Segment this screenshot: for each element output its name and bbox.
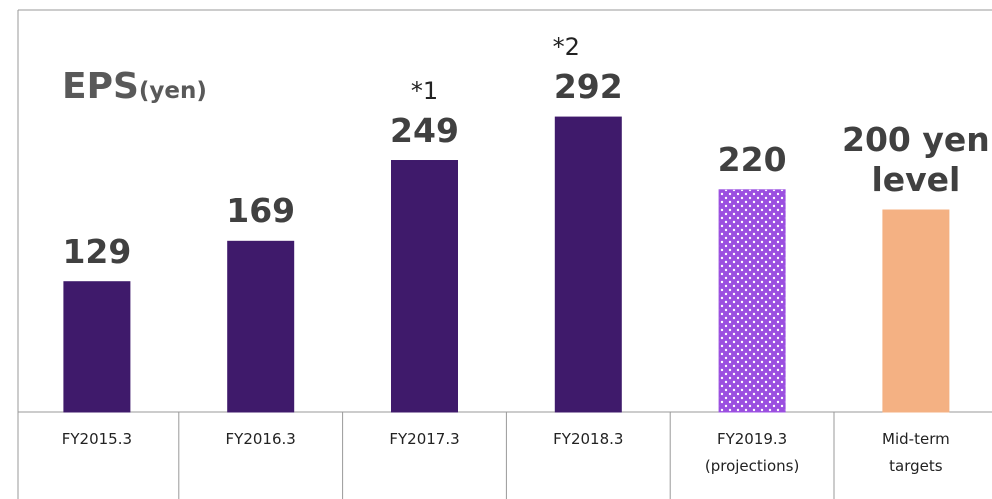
x-tick-label: FY2015.3 (61, 430, 133, 448)
value-label: 169 (226, 191, 296, 231)
bar (882, 209, 950, 413)
x-tick-label: FY2017.3 (389, 430, 460, 448)
value-label: 249 (390, 110, 459, 150)
value-label: 292 (553, 67, 623, 107)
annotation: *1 (410, 76, 439, 105)
bar (63, 281, 131, 413)
title-main: EPS (62, 66, 139, 107)
x-tick-label: FY2018.3 (553, 430, 624, 448)
bar (391, 160, 458, 413)
value-label: 220 (717, 139, 787, 179)
bar (554, 116, 622, 413)
annotation: *2 (552, 33, 580, 62)
bar-pattern (719, 189, 786, 412)
x-tick-label: FY2019.3 (projections) (704, 430, 800, 475)
x-tick-label: Mid-term targets (882, 430, 950, 475)
x-tick-label: FY2016.3 (225, 430, 296, 448)
bar (227, 240, 295, 413)
title-unit: (yen) (138, 78, 207, 104)
value-label: 200 yen level (842, 120, 990, 199)
chart-title: EPS(yen) (62, 66, 207, 107)
value-label: 129 (62, 231, 132, 271)
